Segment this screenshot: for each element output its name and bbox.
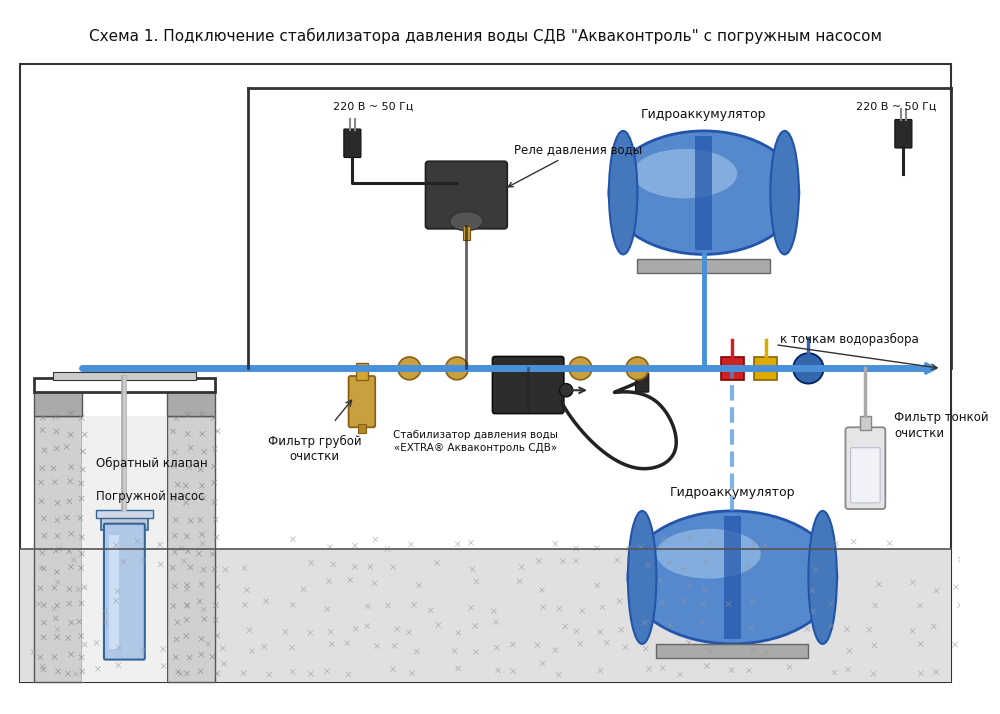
Ellipse shape	[445, 357, 468, 380]
Bar	[463, 226, 470, 240]
Bar	[20, 549, 951, 682]
Text: Гидроаккумулятор: Гидроаккумулятор	[670, 486, 795, 500]
FancyBboxPatch shape	[635, 373, 649, 392]
Bar	[860, 416, 871, 430]
Text: к точкам водоразбора: к точкам водоразбора	[780, 333, 919, 346]
FancyBboxPatch shape	[344, 129, 361, 158]
FancyBboxPatch shape	[104, 524, 145, 660]
Text: Погружной насос: Погружной насос	[96, 490, 204, 503]
Text: Стабилизатор давления воды
«EXTRA® Акваконтроль СДВ»: Стабилизатор давления воды «EXTRA® Аквак…	[393, 430, 558, 453]
Ellipse shape	[609, 131, 637, 254]
Text: Фильтр тонкой
очистки: Фильтр тонкой очистки	[894, 411, 989, 440]
FancyBboxPatch shape	[845, 427, 885, 509]
FancyBboxPatch shape	[493, 356, 564, 413]
Ellipse shape	[628, 511, 837, 644]
Ellipse shape	[569, 357, 592, 380]
Ellipse shape	[628, 511, 656, 644]
Ellipse shape	[808, 511, 837, 644]
FancyBboxPatch shape	[895, 119, 912, 148]
Circle shape	[793, 353, 824, 383]
Ellipse shape	[633, 149, 737, 198]
Text: 220 В ~ 50 Гц: 220 В ~ 50 Гц	[333, 102, 414, 112]
Ellipse shape	[398, 357, 421, 380]
Ellipse shape	[770, 131, 799, 254]
Ellipse shape	[450, 211, 483, 231]
Bar	[82, 416, 167, 682]
Bar	[754, 357, 777, 380]
Ellipse shape	[626, 357, 649, 380]
Bar	[34, 388, 82, 416]
Bar	[695, 136, 712, 250]
Circle shape	[559, 383, 573, 397]
Bar	[101, 516, 148, 530]
Text: 220 В ~ 50 Гц: 220 В ~ 50 Гц	[856, 102, 936, 112]
Bar	[109, 535, 119, 648]
Bar	[34, 378, 215, 392]
Bar	[34, 416, 82, 682]
FancyBboxPatch shape	[851, 448, 880, 503]
Bar	[167, 388, 215, 416]
Ellipse shape	[609, 131, 799, 254]
Bar	[637, 259, 770, 273]
Text: Гидроаккумулятор: Гидроаккумулятор	[641, 109, 767, 121]
Bar	[724, 516, 741, 639]
Bar	[53, 372, 196, 380]
Text: Реле давления воды: Реле давления воды	[508, 144, 642, 187]
Bar	[721, 357, 744, 380]
Text: Схема 1. Подключение стабилизатора давления воды СДВ "Акваконтроль" с погружным : Схема 1. Подключение стабилизатора давле…	[89, 28, 882, 44]
Bar	[656, 644, 808, 658]
Bar	[356, 363, 368, 380]
Bar	[96, 510, 153, 518]
Text: Фильтр грубой
очистки: Фильтр грубой очистки	[268, 435, 361, 463]
FancyBboxPatch shape	[349, 376, 375, 427]
FancyBboxPatch shape	[426, 161, 507, 228]
Bar	[167, 416, 215, 682]
Bar	[358, 424, 366, 433]
Text: Обратный клапан: Обратный клапан	[96, 457, 208, 470]
Ellipse shape	[656, 528, 761, 578]
